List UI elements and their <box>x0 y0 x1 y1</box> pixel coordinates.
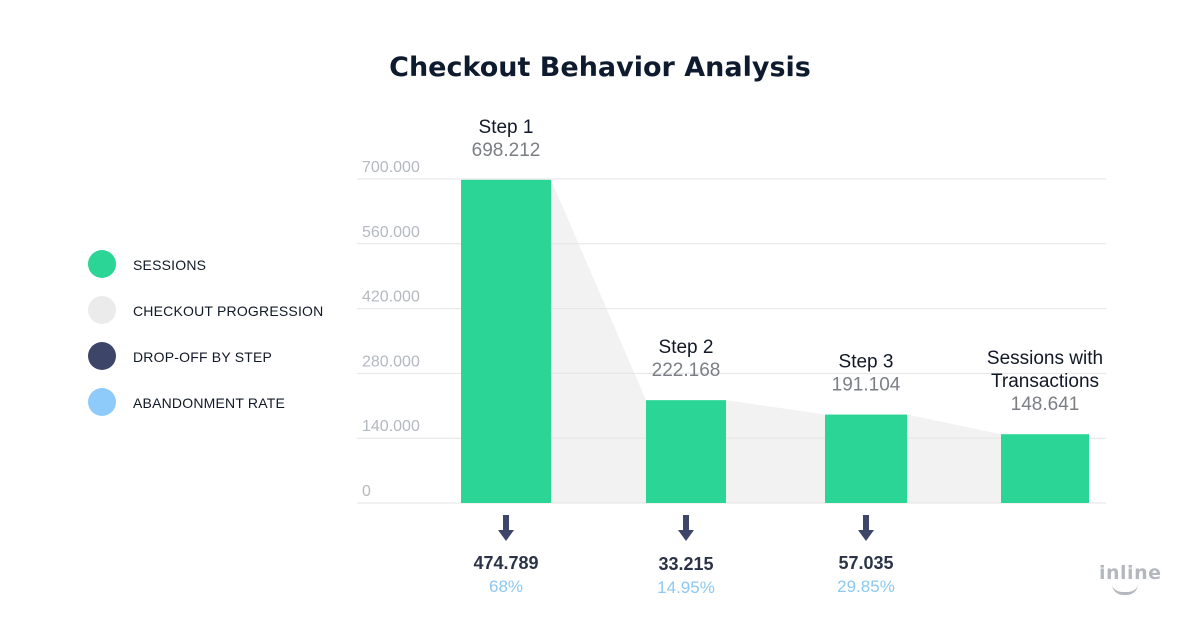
legend-label-checkout-progression: CHECKOUT PROGRESSION <box>133 303 324 319</box>
legend-label-drop-off-by-step: DROP-OFF BY STEP <box>133 349 273 365</box>
logo-smile-icon <box>1112 584 1138 595</box>
category-label: Step 2 <box>659 337 714 358</box>
abandonment-rate-value: 14.95% <box>657 578 715 597</box>
y-tick-label: 420.000 <box>362 289 420 306</box>
y-tick-label: 560.000 <box>362 224 420 241</box>
bar-value-label: 222.168 <box>652 360 721 381</box>
legend-swatch-drop-off-by-step <box>88 342 116 370</box>
drop-off-arrow-icon <box>678 515 694 541</box>
bar-value-label: 698.212 <box>472 140 541 161</box>
y-tick-label: 0 <box>362 483 371 500</box>
drop-off-value: 57.035 <box>838 553 893 573</box>
legend-label-sessions: SESSIONS <box>133 257 207 273</box>
drop-off-arrow-icon <box>498 515 514 541</box>
category-label: Step 1 <box>479 117 534 138</box>
abandonment-rate-value: 68% <box>489 577 523 596</box>
category-label: Sessions with <box>987 348 1103 369</box>
sessions-bar <box>646 400 726 503</box>
inline-logo: inline <box>1099 562 1162 584</box>
chart-title: Checkout Behavior Analysis <box>389 52 811 83</box>
sessions-bar <box>1001 434 1089 503</box>
legend-swatch-sessions <box>88 250 116 278</box>
legend-label-abandonment-rate: ABANDONMENT RATE <box>133 395 286 411</box>
y-tick-label: 700.000 <box>362 159 420 176</box>
bar-value-label: 148.641 <box>1011 394 1080 415</box>
abandonment-rate-value: 29.85% <box>837 577 895 596</box>
sessions-bar <box>461 179 551 504</box>
checkout-progression-area <box>551 179 1001 504</box>
category-label: Transactions <box>991 371 1099 392</box>
drop-off-value: 474.789 <box>473 553 538 573</box>
bar-value-label: 191.104 <box>832 375 901 396</box>
sessions-bar <box>825 414 907 503</box>
drop-off-value: 33.215 <box>658 554 713 574</box>
legend-swatch-abandonment-rate <box>88 388 116 416</box>
y-tick-label: 140.000 <box>362 418 420 435</box>
y-tick-label: 280.000 <box>362 353 420 370</box>
category-label: Step 3 <box>839 352 894 373</box>
legend-swatch-checkout-progression <box>88 296 116 324</box>
drop-off-arrow-icon <box>858 515 874 541</box>
